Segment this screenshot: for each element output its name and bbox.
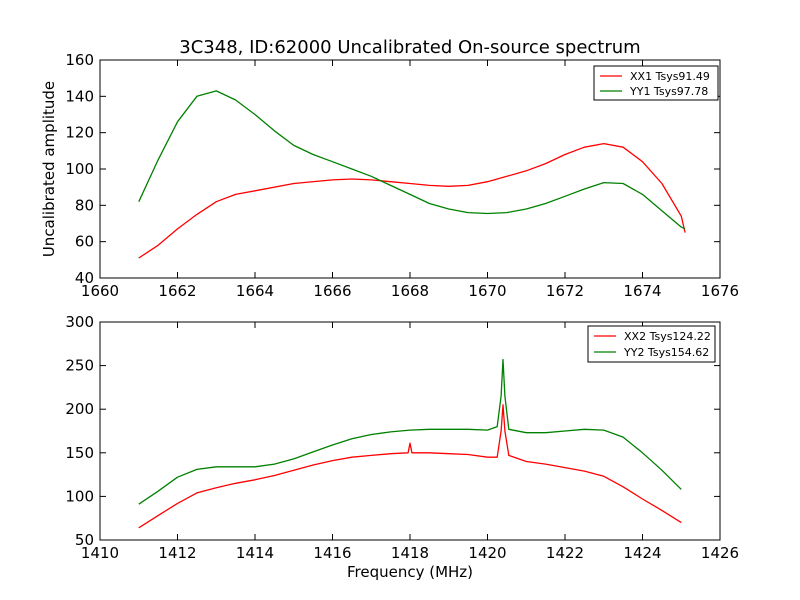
top-y-tick-label: 40 bbox=[75, 269, 94, 287]
bottom-x-axis-label: Frequency (MHz) bbox=[347, 563, 473, 581]
top-x-tick-label: 1666 bbox=[313, 282, 351, 300]
top-legend-label-yy1: YY1 Tsys97.78 bbox=[629, 85, 708, 98]
top-x-tick-label: 1676 bbox=[701, 282, 739, 300]
top-y-tick-label: 160 bbox=[65, 51, 94, 69]
top-x-tick-label: 1668 bbox=[391, 282, 429, 300]
top-chart-panel: 3C348, ID:62000 Uncalibrated On-source s… bbox=[40, 37, 739, 300]
bottom-legend-label-yy2: YY2 Tsys154.62 bbox=[623, 346, 709, 359]
bottom-x-tick-label: 1420 bbox=[468, 544, 506, 562]
bottom-y-tick-label: 100 bbox=[65, 487, 94, 505]
bottom-x-tick-label: 1412 bbox=[158, 544, 196, 562]
top-x-tick-label: 1660 bbox=[81, 282, 119, 300]
bottom-y-tick-label: 250 bbox=[65, 357, 94, 375]
top-x-tick-label: 1674 bbox=[623, 282, 661, 300]
top-series-line-0 bbox=[138, 142, 686, 259]
bottom-legend: XX2 Tsys124.22 YY2 Tsys154.62 bbox=[587, 325, 716, 363]
bottom-x-tick-label: 1422 bbox=[546, 544, 584, 562]
bottom-y-tick-label: 300 bbox=[65, 313, 94, 331]
top-y-tick-label: 100 bbox=[65, 160, 94, 178]
bottom-series-line-1 bbox=[138, 358, 682, 505]
top-x-tick-label: 1664 bbox=[236, 282, 274, 300]
top-y-tick-label: 140 bbox=[65, 87, 94, 105]
top-y-axis-label: Uncalibrated amplitude bbox=[40, 81, 58, 257]
bottom-legend-box bbox=[587, 325, 716, 363]
top-x-tick-label: 1672 bbox=[546, 282, 584, 300]
bottom-series-line-0 bbox=[138, 404, 682, 529]
bottom-x-tick-label: 1416 bbox=[313, 544, 351, 562]
top-plot-area: 1660 1662 1664 1666 1668 1670 1672 1674 1676 40 60… bbox=[65, 51, 739, 300]
top-legend-label-xx1: XX1 Tsys91.49 bbox=[630, 70, 710, 83]
bottom-x-tick-label: 1426 bbox=[701, 544, 739, 562]
bottom-y-tick-label: 50 bbox=[75, 531, 94, 549]
bottom-x-tick-label: 1424 bbox=[623, 544, 661, 562]
bottom-y-tick-label: 200 bbox=[65, 400, 94, 418]
bottom-plot-area: 1410 1412 1414 1416 1418 1420 1422 1424 1426 50 10… bbox=[65, 313, 739, 562]
top-y-tick-label: 80 bbox=[75, 196, 94, 214]
top-legend-box bbox=[593, 65, 719, 101]
bottom-legend-label-xx2: XX2 Tsys124.22 bbox=[624, 330, 711, 343]
top-x-tick-label: 1662 bbox=[158, 282, 196, 300]
top-series-line-1 bbox=[138, 90, 686, 230]
bottom-x-tick-label: 1410 bbox=[81, 544, 119, 562]
top-y-tick-label: 60 bbox=[75, 233, 94, 251]
bottom-x-tick-label: 1414 bbox=[236, 544, 274, 562]
bottom-x-tick-label: 1418 bbox=[391, 544, 429, 562]
top-y-tick-label: 120 bbox=[65, 124, 94, 142]
top-x-tick-label: 1670 bbox=[468, 282, 506, 300]
bottom-y-tick-label: 150 bbox=[65, 444, 94, 462]
top-legend: XX1 Tsys91.49 YY1 Tsys97.78 bbox=[593, 65, 719, 101]
top-chart-title: 3C348, ID:62000 Uncalibrated On-source s… bbox=[179, 37, 640, 58]
bottom-chart-panel: 1410 1412 1414 1416 1418 1420 1422 1424 1426 50 10… bbox=[65, 313, 739, 581]
